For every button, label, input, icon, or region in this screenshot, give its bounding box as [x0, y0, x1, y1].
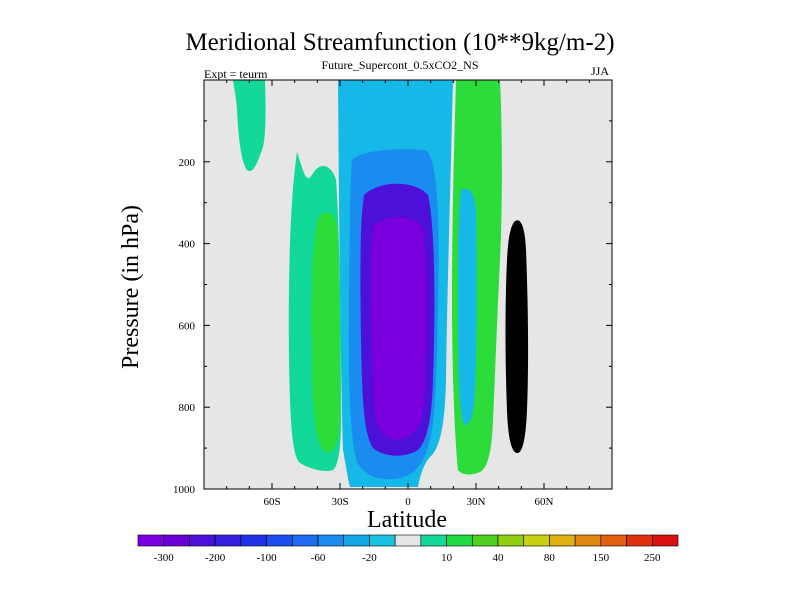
colorbar-swatch	[523, 534, 550, 547]
colorbar-swatch	[446, 534, 473, 547]
x-tick-label: 60S	[263, 496, 280, 508]
colorbar-label: -300	[154, 552, 175, 564]
contour-region-southern-positive-core	[311, 212, 341, 453]
colorbar-label: 40	[493, 552, 505, 564]
y-tick-label: 1000	[173, 484, 196, 496]
contour-region-upper-left-positive	[233, 80, 266, 171]
colorbar-swatch	[471, 534, 499, 547]
chart-title: Meridional Streamfunction (10**9kg/m-2)	[185, 29, 615, 56]
x-tick-label: 30N	[467, 496, 486, 508]
colorbar-swatch	[549, 534, 576, 547]
colorbar	[137, 534, 679, 547]
colorbar-swatch	[626, 534, 653, 547]
colorbar-label: 250	[644, 552, 661, 564]
contour-region-negative-minimum	[371, 217, 427, 440]
x-tick-label: 0	[405, 496, 411, 508]
y-tick-label: 200	[179, 157, 196, 169]
y-tick-label: 600	[179, 320, 196, 332]
colorbar-label: 80	[544, 552, 556, 564]
y-axis-title: Pressure (in hPa)	[118, 205, 144, 369]
y-axis-ticks: 200 400 600 800 1000	[173, 120, 612, 496]
colorbar-swatch	[240, 534, 267, 547]
colorbar-swatch	[600, 534, 627, 547]
colorbar-swatch	[317, 534, 345, 547]
colorbar-swatch	[369, 534, 396, 547]
colorbar-swatch	[137, 534, 165, 547]
colorbar-swatch	[574, 534, 602, 547]
y-tick-label: 800	[179, 402, 196, 414]
colorbar-swatch	[343, 534, 370, 547]
colorbar-swatch	[163, 534, 190, 547]
x-axis-title: Latitude	[367, 507, 447, 533]
chart-subtitle: Future_Supercont_0.5xCO2_NS	[321, 58, 479, 72]
colorbar-label: 10	[441, 552, 453, 564]
colorbar-swatch	[651, 534, 679, 547]
colorbar-swatch	[420, 534, 447, 547]
colorbar-label: -100	[256, 552, 277, 564]
contour-regions	[233, 80, 529, 487]
y-tick-label: 400	[179, 239, 196, 251]
experiment-note: Expt = teurm	[204, 67, 268, 81]
colorbar-swatch	[214, 534, 242, 547]
colorbar-labels: -300 -200 -100 -60 -20 10 40 80 150 250	[154, 552, 661, 564]
colorbar-swatch	[291, 534, 319, 547]
x-axis-ticks: 60S 30S 0 30N 60N	[226, 80, 590, 508]
contour-region-northern-positive-core	[458, 188, 477, 425]
colorbar-swatch	[189, 534, 216, 547]
colorbar-label: 150	[593, 552, 610, 564]
colorbar-label: -200	[205, 552, 226, 564]
colorbar-label: -20	[362, 552, 377, 564]
colorbar-label: -60	[311, 552, 326, 564]
season-note: JJA	[591, 64, 610, 78]
colorbar-swatch	[394, 534, 422, 547]
colorbar-swatch	[266, 534, 293, 547]
colorbar-swatch	[497, 534, 525, 547]
contour-region-northern-negative	[505, 220, 529, 454]
x-tick-label: 60N	[535, 496, 554, 508]
x-tick-label: 30S	[331, 496, 348, 508]
